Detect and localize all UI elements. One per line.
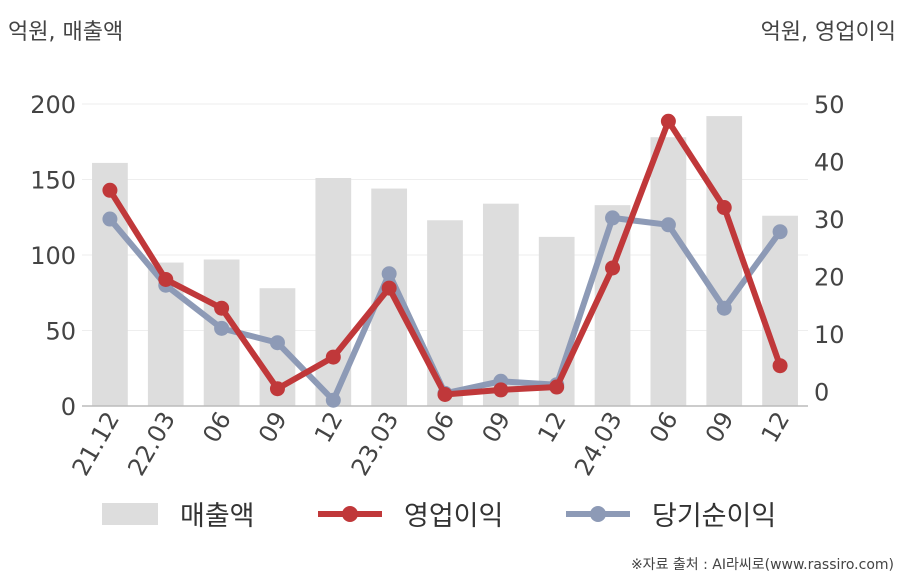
point-operating-profit [549, 379, 565, 395]
bar-revenue [650, 137, 687, 406]
right-tick-label: 20 [814, 264, 845, 292]
legend-label-operating: 영업이익 [404, 501, 504, 532]
x-tick-label: 23.03 [346, 407, 405, 480]
left-axis-unit: 억원, 매출액 [8, 20, 124, 45]
legend-item-net: 당기순이익 [566, 494, 776, 533]
legend-line-swatch-net [566, 505, 630, 522]
point-net-income [660, 217, 676, 233]
bar-revenue [92, 162, 128, 406]
legend-item-revenue: 매출액 [102, 494, 255, 533]
right-tick-label: 10 [814, 321, 845, 349]
left-tick-label: 200 [30, 91, 76, 119]
point-net-income [716, 300, 732, 316]
point-net-income [772, 224, 788, 240]
point-operating-profit [214, 300, 230, 316]
point-net-income [605, 210, 621, 226]
point-operating-profit [772, 358, 788, 374]
right-tick-label: 40 [814, 149, 845, 177]
x-tick-label: 06 [197, 407, 237, 447]
point-operating-profit [716, 200, 732, 216]
point-net-income [325, 392, 341, 408]
right-tick-label: 50 [814, 91, 845, 119]
right-tick-label: 30 [814, 206, 845, 234]
point-operating-profit [269, 381, 285, 397]
bar-revenue [706, 116, 743, 406]
point-operating-profit [325, 349, 341, 365]
bar-revenue [482, 203, 519, 406]
x-tick-label: 24.03 [569, 407, 628, 480]
point-operating-profit [158, 271, 174, 287]
point-net-income [102, 211, 118, 227]
x-tick-label: 09 [700, 407, 740, 447]
point-operating-profit [102, 182, 118, 198]
left-tick-label: 0 [61, 393, 76, 421]
legend-item-operating: 영업이익 [318, 494, 503, 533]
x-tick-label: 09 [253, 407, 293, 447]
point-operating-profit [660, 113, 676, 129]
bar-revenue [427, 220, 463, 406]
x-tick-label: 12 [756, 407, 796, 447]
x-tick-label: 06 [421, 407, 461, 447]
x-tick-label: 06 [644, 407, 684, 447]
x-tick-label: 09 [477, 407, 517, 447]
legend-label-net: 당기순이익 [652, 501, 777, 532]
point-net-income [269, 335, 285, 351]
point-operating-profit [437, 386, 453, 402]
x-tick-label: 12 [309, 407, 349, 447]
left-tick-label: 100 [30, 242, 76, 270]
legend-label-revenue: 매출액 [180, 501, 255, 532]
legend-bar-swatch [102, 502, 158, 525]
point-operating-profit [381, 280, 397, 296]
legend-line-swatch-operating [318, 505, 382, 522]
x-tick-label: 22.03 [122, 407, 181, 480]
right-axis-unit: 억원, 영업이익 [760, 20, 896, 45]
left-tick-label: 50 [45, 318, 76, 346]
left-tick-label: 150 [30, 167, 76, 195]
point-net-income [214, 320, 230, 336]
right-tick-label: 0 [814, 379, 829, 407]
point-operating-profit [605, 260, 621, 276]
x-tick-label: 12 [532, 407, 572, 447]
point-operating-profit [493, 382, 509, 398]
source-note: ※자료 출처 : AI라씨로(www.rassiro.com) [630, 557, 894, 573]
point-net-income [381, 266, 397, 282]
